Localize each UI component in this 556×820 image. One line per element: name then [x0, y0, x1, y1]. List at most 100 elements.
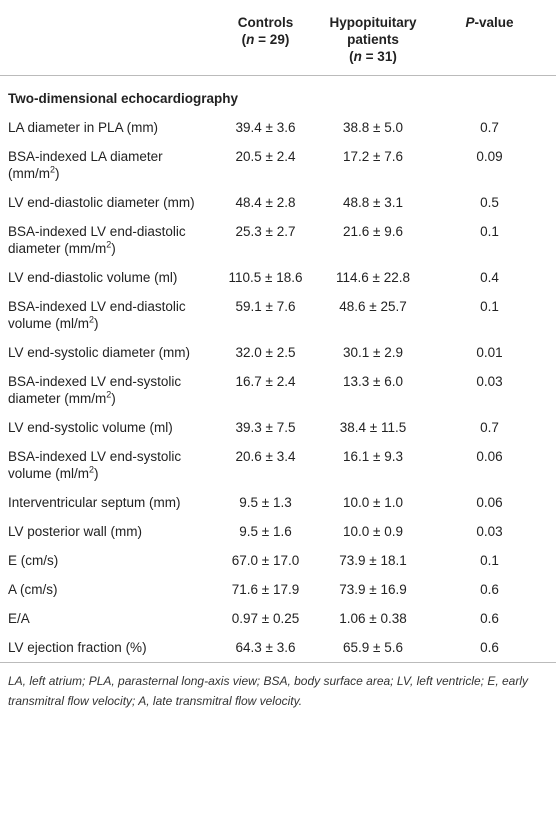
cell: 48.4 ± 2.8: [235, 195, 296, 210]
text: BSA-indexed LA diameter (mm/m: [8, 149, 163, 181]
row-label: LV end-diastolic diameter (mm): [0, 188, 208, 217]
header-line: (n = 31): [327, 48, 419, 65]
text: E (cm/s): [8, 553, 59, 568]
cell: 39.4 ± 3.6: [235, 120, 296, 135]
italic-text: n: [353, 49, 362, 64]
cell: 64.3 ± 3.6: [235, 640, 296, 655]
cell: 0.1: [480, 224, 499, 239]
italic-text: n: [246, 32, 255, 47]
cell: 0.1: [480, 553, 499, 568]
table-row: LV end-systolic diameter (mm) 32.0 ± 2.5 3…: [0, 338, 556, 367]
table-row: BSA-indexed LV end-diastolic diameter (m…: [0, 217, 556, 263]
table-row: A (cm/s) 71.6 ± 17.9 73.9 ± 16.9 0.6: [0, 575, 556, 604]
superscript: 2: [106, 389, 112, 400]
cell: 0.97 ± 0.25: [231, 611, 300, 626]
table-row: LV end-diastolic diameter (mm) 48.4 ± 2.8…: [0, 188, 556, 217]
cell: 0.5: [480, 195, 499, 210]
cell: 39.3 ± 7.5: [235, 420, 296, 435]
text: BSA-indexed LV end-diastolic diameter (m…: [8, 224, 186, 256]
text: = 29): [254, 32, 290, 47]
text: LV ejection fraction (%): [8, 640, 147, 655]
header-row: Controls (n = 29) Hypopituitary patients (n …: [0, 0, 556, 76]
row-label: Interventricular septum (mm): [0, 488, 208, 517]
cell: 73.9 ± 16.9: [339, 582, 407, 597]
header-line: Controls: [212, 14, 319, 31]
cell: 48.8 ± 3.1: [343, 195, 403, 210]
header-cell: P-value: [423, 0, 556, 76]
cell: 38.8 ± 5.0: [343, 120, 403, 135]
superscript: 2: [89, 314, 95, 325]
cell: 67.0 ± 17.0: [231, 553, 300, 568]
text: Interventricular septum (mm): [8, 495, 181, 510]
table-row: LV ejection fraction (%) 64.3 ± 3.6 65.9 ±…: [0, 633, 556, 663]
row-label: LV posterior wall (mm): [0, 517, 208, 546]
text: LV end-systolic diameter (mm): [8, 345, 191, 360]
text: BSA-indexed LV end-diastolic volume (ml/…: [8, 299, 186, 331]
cell: 20.6 ± 3.4: [235, 449, 296, 464]
row-label: LA diameter in PLA (mm): [0, 113, 208, 142]
cell: 20.5 ± 2.4: [235, 149, 296, 164]
header-line: P-value: [427, 14, 552, 31]
cell: 0.06: [476, 495, 503, 510]
cell: 0.03: [476, 524, 503, 539]
cell: 16.7 ± 2.4: [235, 374, 296, 389]
table-row: BSA-indexed LV end-diastolic volume (ml/…: [0, 292, 556, 338]
text: BSA-indexed LV end-systolic volume (ml/m: [8, 449, 182, 481]
table-row: BSA-indexed LA diameter (mm/m2) 20.5 ± 2.…: [0, 142, 556, 188]
row-label: E (cm/s): [0, 546, 208, 575]
cell: 59.1 ± 7.6: [235, 299, 296, 314]
text: ): [111, 241, 116, 256]
cell: 0.6: [480, 611, 499, 626]
row-label: A (cm/s): [0, 575, 208, 604]
cell: 25.3 ± 2.7: [235, 224, 296, 239]
table-row: E/A 0.97 ± 0.25 1.06 ± 0.38 0.6: [0, 604, 556, 633]
row-label: BSA-indexed LV end-diastolic diameter (m…: [0, 217, 208, 263]
row-label: BSA-indexed LA diameter (mm/m2): [0, 142, 208, 188]
text: LV end-systolic volume (ml): [8, 420, 173, 435]
text: E/A: [8, 611, 30, 626]
table-row: BSA-indexed LV end-systolic volume (ml/m…: [0, 442, 556, 488]
text: LV end-diastolic volume (ml): [8, 270, 178, 285]
cell: 48.6 ± 25.7: [339, 299, 407, 314]
table-row: E (cm/s) 67.0 ± 17.0 73.9 ± 18.1 0.1: [0, 546, 556, 575]
text: ): [55, 166, 60, 181]
text: LV end-diastolic diameter (mm): [8, 195, 195, 210]
table-row: LV end-systolic volume (ml) 39.3 ± 7.5 38.…: [0, 413, 556, 442]
cell: 0.09: [476, 149, 503, 164]
text: = 31): [361, 49, 397, 64]
header-cell: Hypopituitary patients (n = 31): [323, 0, 423, 76]
italic-text: P: [465, 15, 475, 30]
table-row: LA diameter in PLA (mm) 39.4 ± 3.6 38.8 ± …: [0, 113, 556, 142]
row-label: LV end-systolic diameter (mm): [0, 338, 208, 367]
text: BSA-indexed LV end-systolic diameter (mm…: [8, 374, 182, 406]
header-line: patients: [327, 31, 419, 48]
text: Hypopituitary: [329, 15, 417, 30]
row-label: BSA-indexed LV end-diastolic volume (ml/…: [0, 292, 208, 338]
data-table: Controls (n = 29) Hypopituitary patients (n …: [0, 0, 556, 663]
cell: 10.0 ± 1.0: [343, 495, 403, 510]
cell: 0.6: [480, 582, 499, 597]
header-line: (n = 29): [212, 31, 319, 48]
text: ): [94, 466, 99, 481]
text: LV posterior wall (mm): [8, 524, 143, 539]
cell: 10.0 ± 0.9: [343, 524, 403, 539]
table-row: Interventricular septum (mm) 9.5 ± 1.3 10.…: [0, 488, 556, 517]
cell: 0.1: [480, 299, 499, 314]
cell: 17.2 ± 7.6: [343, 149, 403, 164]
cell: 32.0 ± 2.5: [235, 345, 296, 360]
table-row: BSA-indexed LV end-systolic diameter (mm…: [0, 367, 556, 413]
text: -value: [474, 15, 514, 30]
text: LA diameter in PLA (mm): [8, 120, 159, 135]
header-cell: [0, 0, 208, 76]
text: patients: [347, 32, 399, 47]
cell: 0.03: [476, 374, 503, 389]
text: ): [94, 316, 99, 331]
text: (: [241, 32, 247, 47]
cell: 9.5 ± 1.6: [239, 524, 292, 539]
footnote: LA, left atrium; PLA, parasternal long-a…: [8, 674, 529, 708]
cell: 71.6 ± 17.9: [231, 582, 300, 597]
section-title: Two-dimensional echocardiography: [8, 91, 239, 106]
cell: 65.9 ± 5.6: [343, 640, 403, 655]
cell: 0.7: [480, 420, 499, 435]
